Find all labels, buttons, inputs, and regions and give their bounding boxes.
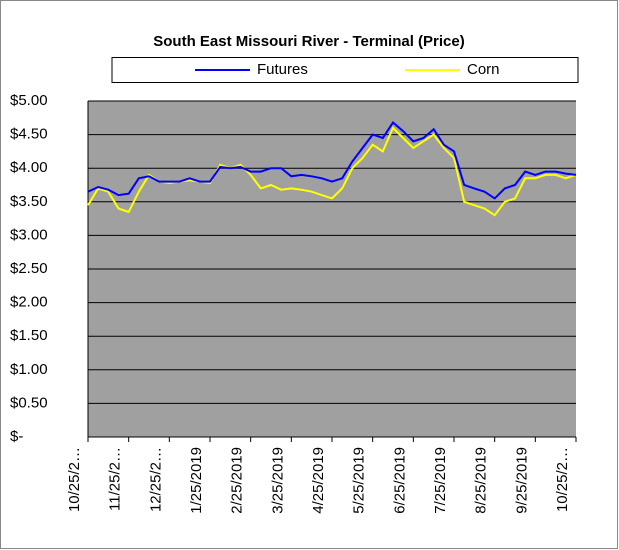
y-tick-label: $0.50 — [10, 394, 48, 411]
x-tick-label: 5/25/2019 — [351, 447, 368, 514]
x-tick-label: 3/25/2019 — [269, 447, 286, 514]
y-tick-label: $2.50 — [10, 260, 48, 277]
x-tick-label: 2/25/2019 — [229, 447, 246, 514]
y-tick-label: $4.00 — [10, 159, 48, 176]
x-tick-label: 9/25/2019 — [513, 447, 530, 514]
legend-box — [111, 57, 579, 83]
x-tick-label: 12/25/2… — [147, 447, 164, 512]
y-tick-label: $- — [10, 428, 23, 445]
x-tick-label: 10/25/2… — [66, 447, 83, 512]
x-tick-label: 4/25/2019 — [310, 447, 327, 514]
x-tick-label: 10/25/2… — [554, 447, 571, 512]
chart-title: South East Missouri River - Terminal (Pr… — [153, 33, 464, 50]
y-tick-label: $4.50 — [10, 126, 48, 143]
series-line — [87, 121, 577, 200]
legend-label: Futures — [257, 61, 308, 78]
y-tick-label: $5.00 — [10, 92, 48, 109]
y-tick-label: $3.00 — [10, 226, 48, 243]
legend-label: Corn — [467, 61, 500, 78]
y-tick-label: $1.00 — [10, 361, 48, 378]
x-tick-label: 8/25/2019 — [473, 447, 490, 514]
x-tick-label: 6/25/2019 — [391, 447, 408, 514]
y-tick-label: $3.50 — [10, 193, 48, 210]
y-tick-label: $1.50 — [10, 327, 48, 344]
x-tick-label: 1/25/2019 — [188, 447, 205, 514]
x-tick-label: 11/25/2… — [107, 447, 124, 511]
x-tick-label: 7/25/2019 — [432, 447, 449, 514]
series-line — [87, 126, 577, 217]
y-tick-label: $2.00 — [10, 294, 48, 311]
